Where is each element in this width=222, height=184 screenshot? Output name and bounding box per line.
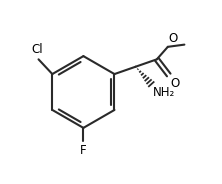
Text: F: F <box>80 144 87 157</box>
Text: O: O <box>170 77 179 90</box>
Text: Cl: Cl <box>32 43 44 56</box>
Text: O: O <box>168 32 178 45</box>
Text: NH₂: NH₂ <box>153 86 175 99</box>
